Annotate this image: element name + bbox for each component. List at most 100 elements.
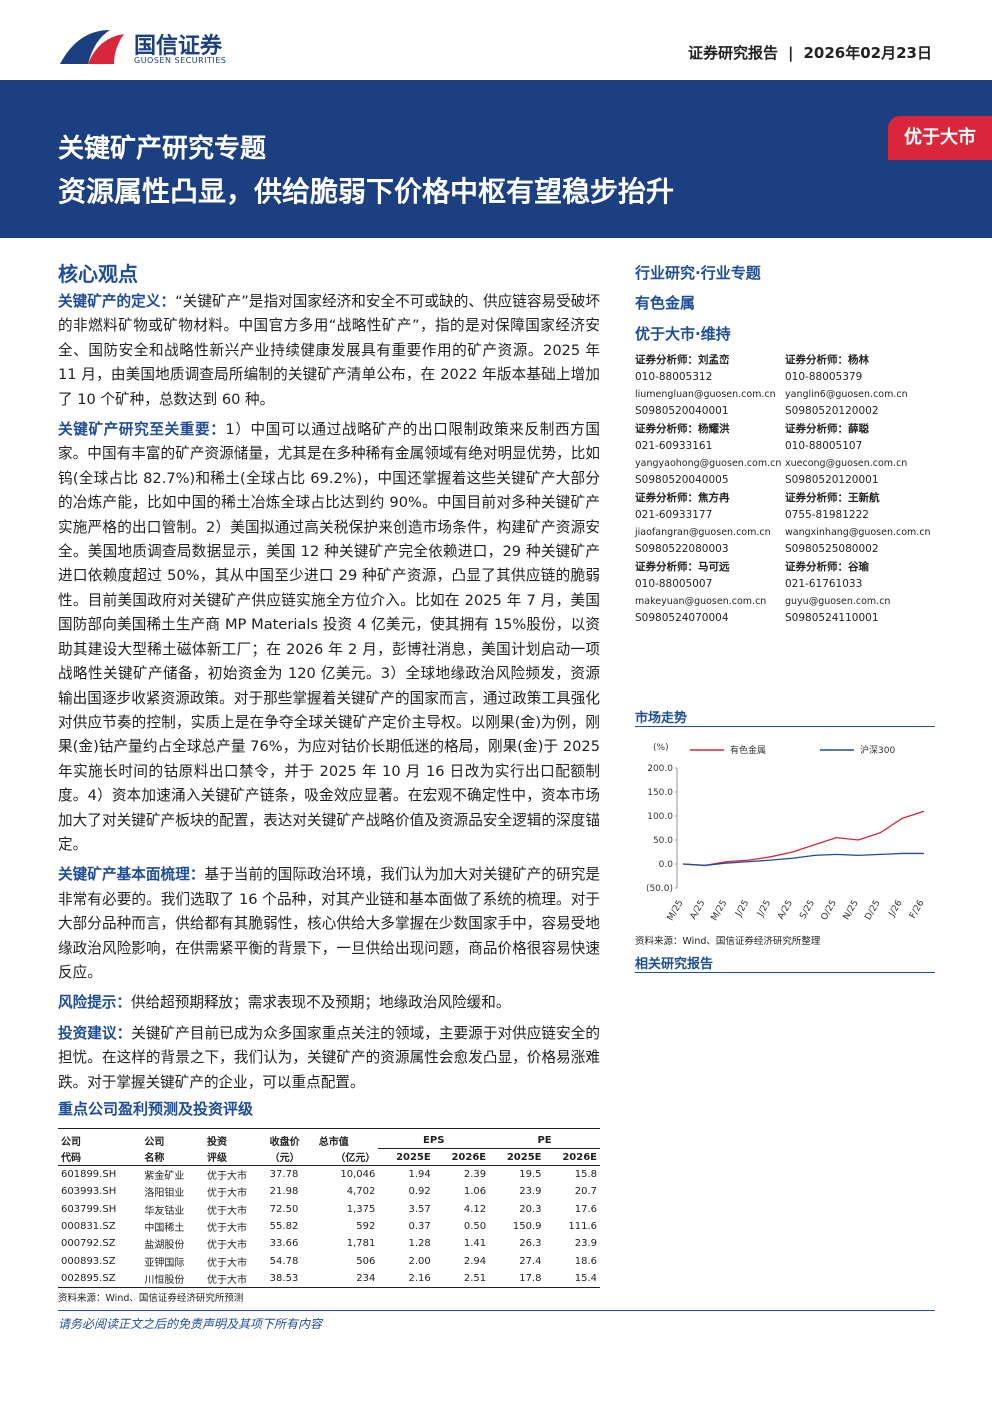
cell: 3.57 (408, 1203, 431, 1215)
data-row: 603799.SH 华友钴业 优于大市 72.50 1,375 3.57 4.12 20.3 1… (58, 1201, 600, 1218)
cell: 54.78 (269, 1255, 299, 1267)
report-type: 证券研究报告 (688, 44, 779, 62)
cell: 23.9 (519, 1186, 542, 1198)
forecast-table: 公司 公司 投资 收盘价 总市值 EPS PE 代码 名称 评级 （元） （亿元） 2025E 2026E… (58, 1128, 600, 1289)
x-tick-label: J/25 (756, 899, 774, 920)
analyst: 证券分析师：焦方冉 021-60933177 jiaofangran@guosen.… (635, 490, 785, 558)
cell: 20.7 (574, 1186, 597, 1198)
analyst-phone: 021-61761033 (785, 578, 863, 590)
cell: 603993.SH (61, 1186, 117, 1198)
chart-source: 资料来源：Wind、国信证券经济研究所整理 (635, 936, 821, 947)
analyst-name: 薛聪 (848, 423, 869, 435)
x-tick-label: F/26 (908, 898, 927, 920)
para-label: 风险提示： (58, 994, 131, 1012)
cell: 21.98 (269, 1186, 299, 1198)
y-tick-label: 100.0 (647, 812, 673, 822)
paragraph: 关键矿产基本面梳理：基于当前的国际政治环境，我们认为加大对关键矿产的研究是非常有… (58, 863, 600, 985)
analyst-label: 证券分析师： (785, 561, 848, 573)
header-cell: 公司 (144, 1136, 165, 1148)
logo-mark (60, 30, 124, 64)
header-cell: （元） (269, 1153, 300, 1165)
analyst: 证券分析师：谷瑜 021-61761033 guyu@guosen.com.cn S0… (785, 559, 935, 627)
analyst-title: 证券分析师：焦方冉 (635, 490, 785, 507)
chart-heading: 市场走势 (635, 707, 935, 727)
x-tick-label: M/25 (666, 899, 686, 923)
analyst-title: 证券分析师：杨耀洪 (635, 421, 785, 438)
header-cell: 2026E (451, 1151, 487, 1163)
paragraph: 关键矿产的定义：“关键矿产”是指对国家经济和安全不可或缺的、供应链容易受破坏的非… (58, 290, 600, 412)
cell: 1.06 (463, 1186, 487, 1198)
cell: 川恒股份 (144, 1274, 185, 1286)
cell: 1.41 (463, 1238, 487, 1250)
cell: 37.78 (269, 1169, 299, 1181)
rating-tag: 优于大市 (888, 116, 992, 160)
industry: 有色金属 (635, 294, 696, 312)
footer: 请务必阅读正文之后的免责声明及其项下所有内容 (58, 1317, 323, 1331)
y-tick-label: 0.0 (659, 860, 674, 870)
cell: 33.66 (269, 1238, 299, 1250)
y-axis-label: (%) (653, 743, 669, 753)
cell: 55.82 (269, 1221, 299, 1233)
analyst-phone: 010-88005107 (785, 440, 863, 452)
table-source: 资料来源：Wind、国信证券经济研究所预测 (58, 1293, 244, 1304)
cell: 18.6 (574, 1255, 597, 1267)
series-line (682, 810, 925, 867)
analyst-email: xuecong@guosen.com.cn (785, 458, 908, 469)
analyst-phone: 010-88005312 (635, 371, 713, 383)
paragraph: 投资建议：关键矿产目前已成为众多国家重点关注的领域，主要源于对供应链安全的担忧。… (58, 1022, 600, 1095)
cell: 15.8 (574, 1169, 597, 1181)
cell: 0.50 (463, 1221, 487, 1233)
cell: 优于大市 (207, 1171, 248, 1183)
cell: 紫金矿业 (144, 1171, 185, 1183)
header-cell: 评级 (207, 1153, 228, 1165)
analyst-email: yangyaohong@guosen.com.cn (635, 458, 782, 469)
analyst-id: S0980525080002 (785, 543, 879, 555)
analyst: 证券分析师：薛聪 010-88005107 xuecong@guosen.com.c… (785, 421, 935, 489)
analyst-label: 证券分析师： (635, 354, 698, 366)
data-row: 601899.SH 紫金矿业 优于大市 37.78 10,046 1.94 2.39 19.5… (58, 1166, 600, 1184)
analyst-title: 证券分析师：谷瑜 (785, 559, 935, 576)
cell: 洛阳钼业 (144, 1188, 185, 1200)
cell: 1,375 (346, 1203, 376, 1215)
x-tick-label: A/25 (689, 899, 708, 922)
legend-label: 沪深300 (860, 744, 895, 756)
x-tick-label: M/25 (710, 899, 730, 923)
cell: 4.12 (463, 1203, 487, 1215)
analyst-label: 证券分析师： (635, 561, 698, 573)
rating: 优于大市·维持 (635, 325, 731, 343)
cell: 002895.SZ (61, 1272, 116, 1284)
cell: 601899.SH (61, 1169, 117, 1181)
analyst-email: liumengluan@guosen.com.cn (635, 389, 776, 400)
cell: 111.6 (568, 1221, 597, 1233)
analyst-title: 证券分析师：薛聪 (785, 421, 935, 438)
logo-cn: 国信证券 (134, 34, 223, 59)
cell: 506 (356, 1255, 376, 1267)
x-tick-label: J/26 (887, 898, 905, 919)
section-title: 核心观点 (58, 262, 138, 286)
cell: 1.94 (408, 1169, 431, 1181)
header-cell: PE (489, 1128, 600, 1149)
analyst-email: jiaofangran@guosen.com.cn (635, 527, 771, 538)
para-text: 1）中国可以通过战略矿产的出口限制政策来反制西方国家。中国有丰富的矿产资源储量，… (58, 421, 600, 853)
cell: 10,046 (340, 1169, 376, 1181)
para-text: 基于当前的国际政治环境，我们认为加大对关键矿产的研究是非常有必要的。我们选取了 … (58, 866, 600, 981)
header-cell: 代码 (61, 1153, 81, 1165)
analyst-phone: 021-60933177 (635, 509, 713, 521)
cell: 234 (356, 1272, 376, 1284)
cell: 2.39 (463, 1169, 487, 1181)
analyst-label: 证券分析师： (635, 492, 698, 504)
header-row: 代码 名称 评级 （元） （亿元） 2025E 2026E 2025E 2026E (58, 1149, 600, 1166)
title-banner (0, 80, 992, 238)
paragraph: 关键矿产研究至关重要：1）中国可以通过战略矿产的出口限制政策来反制西方国家。中国… (58, 418, 600, 857)
cell: 1,781 (346, 1238, 376, 1250)
x-tick-label: J/25 (734, 899, 752, 920)
analyst-label: 证券分析师： (785, 423, 848, 435)
report-date: 2026年02月23日 (803, 44, 933, 62)
y-tick-label: 200.0 (647, 764, 673, 774)
analyst-id: S0980520120002 (785, 405, 879, 417)
analyst-id: S0980524110001 (785, 612, 879, 624)
analyst-title: 证券分析师：王新航 (785, 490, 935, 507)
header-cell: 总市值 (318, 1136, 349, 1148)
cell: 华友钴业 (144, 1205, 185, 1217)
analyst-title: 证券分析师：马可远 (635, 559, 785, 576)
